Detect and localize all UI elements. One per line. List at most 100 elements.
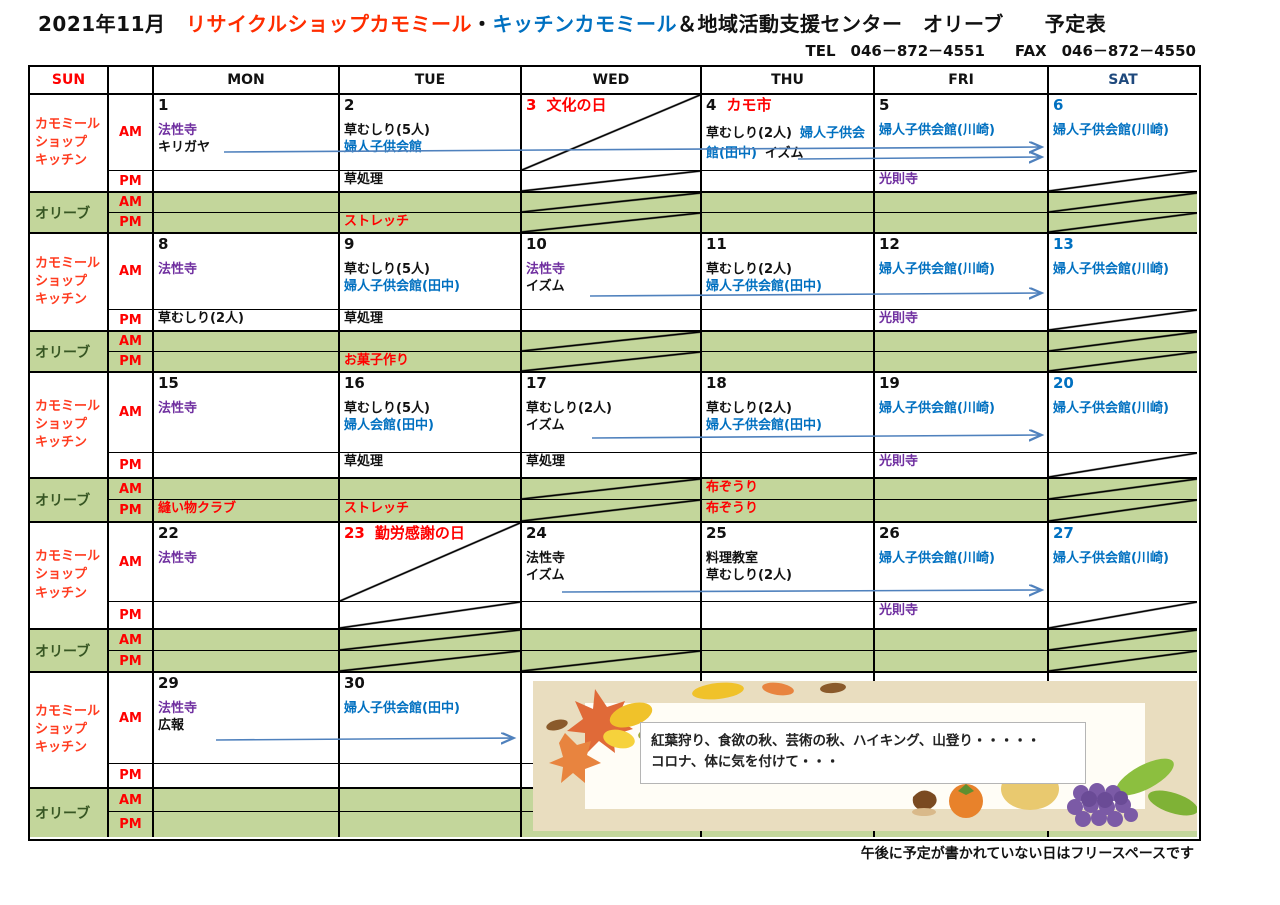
olive-label: オリーブ [35,205,91,222]
date-row: 6 [1053,96,1193,114]
date-number: 27 [1053,524,1074,542]
schedule-entry: 布ぞうり [706,501,759,516]
footer-note: 午後に予定が書かれていない日はフリースペースです [860,846,1194,862]
date-row: 13 [1053,235,1193,253]
row-label-kamomiru-w4: カモミールショップキッチン [28,521,107,628]
top-edge-leaves-icon [692,682,846,700]
cell-w2-fri-pm: 光則寺 [873,309,1047,330]
ampm-label-opm-w4: PM [107,650,152,671]
date-number: 12 [879,235,900,253]
am-entries: 法性寺 [158,261,334,278]
date-row: 24 [526,524,696,542]
cell-w1-mon-am: 1 法性寺 キリガヤ [152,93,338,170]
ampm-label: PM [119,354,142,369]
am-entries: 婦人子供会館(川崎) [1053,400,1193,417]
am-entries: 草むしり(5人) 婦人子供会館 [344,122,516,156]
schedule-entry: 光則寺 [879,311,919,326]
ampm-label-opm-w5: PM [107,811,152,837]
ampm-label: PM [119,503,142,518]
date-row: 22 [158,524,334,542]
cell-w1-sat-opm [1047,212,1197,232]
schedule-entry: 草処理 [344,454,384,469]
cell-w2-tue-oam [338,330,520,351]
cell-w1-fri-oam [873,191,1047,212]
header-tue: TUE [338,65,520,93]
cell-w4-thu-pm [700,601,873,628]
schedule-entry: 婦人子供会館(川崎) [879,551,995,566]
cell-w4-wed-oam [520,628,700,650]
kamomiru-label-line: ショップ [35,273,88,289]
cell-w1-wed-oam [520,191,700,212]
title-suffix: ＆地域活動支援センター オリーブ 予定表 [677,12,1107,36]
schedule-entry: 光則寺 [879,603,919,618]
ampm-label-oam-w2: AM [107,330,152,351]
am-entries: 婦人子供会館(川崎) [879,400,1043,417]
cell-w3-thu-oam: 布ぞうり [700,477,873,499]
date-row: 26 [879,524,1043,542]
am-entries: 料理教室 草むしり(2人) [706,550,869,584]
schedule-entry: 草処理 [526,454,566,469]
header-sun: SUN [28,65,107,93]
cell-w2-sat-opm [1047,351,1197,371]
cell-w3-fri-oam [873,477,1047,499]
am-entries: 婦人子供会館(川崎) [879,261,1043,278]
date-number: 18 [706,374,727,392]
ampm-label: AM [119,195,142,210]
schedule-entry: 法性寺 [526,551,566,566]
schedule-entry: 布ぞうり [706,480,759,495]
date-number: 19 [879,374,900,392]
schedule-entry: 草むしり(5人) [344,123,430,138]
ampm-label: PM [119,653,142,669]
ampm-label-am-w4: AM [107,521,152,601]
ampm-label-pm-w5: PM [107,763,152,787]
ampm-label-oam-w1: AM [107,191,152,212]
date-number: 15 [158,374,179,392]
ampm-label-opm-w2: PM [107,351,152,371]
cell-w3-wed-am: 17 草むしり(2人) イズム [520,371,700,452]
cell-w3-mon-pm [152,452,338,477]
title-kitchen-name: キッチンカモミール [492,12,677,36]
date-number: 30 [344,674,365,692]
schedule-entry: 婦人子供会館(田中) [706,279,822,294]
am-entries: 婦人子供会館(川崎) [879,550,1043,567]
banner-message-box: 紅葉狩り、食欲の秋、芸術の秋、ハイキング、山登り・・・・・ コロナ、体に気を付け… [640,722,1086,784]
date-number: 22 [158,524,179,542]
schedule-entry: 法性寺 [158,262,198,277]
kamomiru-label-line: カモミール [35,549,101,565]
date-number: 11 [706,235,727,253]
cell-w4-fri-opm [873,650,1047,671]
cell-w2-sat-oam [1047,330,1197,351]
cell-w1-thu-opm [700,212,873,232]
kamomiru-label-line: ショップ [35,721,88,737]
date-number: 16 [344,374,365,392]
cell-w4-tue-oam [338,628,520,650]
holiday-label: カモ市 [726,96,772,114]
kamomiru-label-line: ショップ [35,416,88,432]
cell-w4-mon-am: 22 法性寺 [152,521,338,601]
date-row: 20 [1053,374,1193,392]
kamomiru-label-line: ショップ [35,567,88,583]
cell-w4-tue-am: 23 勤労感謝の日 [338,521,520,601]
schedule-entry: ストレッチ [344,214,410,229]
date-number: 23 [344,524,365,542]
ampm-label: PM [119,215,142,230]
schedule-entry: イズム [764,146,804,161]
date-row: 23 勤労感謝の日 [344,524,516,542]
ampm-label: PM [119,312,142,328]
schedule-entry: 草むしり(2人) [706,262,792,277]
date-row: 12 [879,235,1043,253]
am-entries: 草むしり(5人) 婦人会館(田中) [344,400,516,434]
cell-w3-wed-pm: 草処理 [520,452,700,477]
cell-w2-mon-am: 8 法性寺 [152,232,338,309]
cell-w5-tue-am: 30 婦人子供会館(田中) [338,671,520,763]
cell-w2-thu-am: 11 草むしり(2人) 婦人子供会館(田中) [700,232,873,309]
cell-w1-mon-opm [152,212,338,232]
holiday-label: 文化の日 [546,96,607,114]
date-row: 27 [1053,524,1193,542]
am-entries: 法性寺 [158,550,334,567]
kamomiru-label-line: キッチン [35,585,88,601]
date-number: 25 [706,524,727,542]
cell-w3-mon-am: 15 法性寺 [152,371,338,452]
ampm-label: PM [119,768,142,783]
date-number: 20 [1053,374,1074,392]
